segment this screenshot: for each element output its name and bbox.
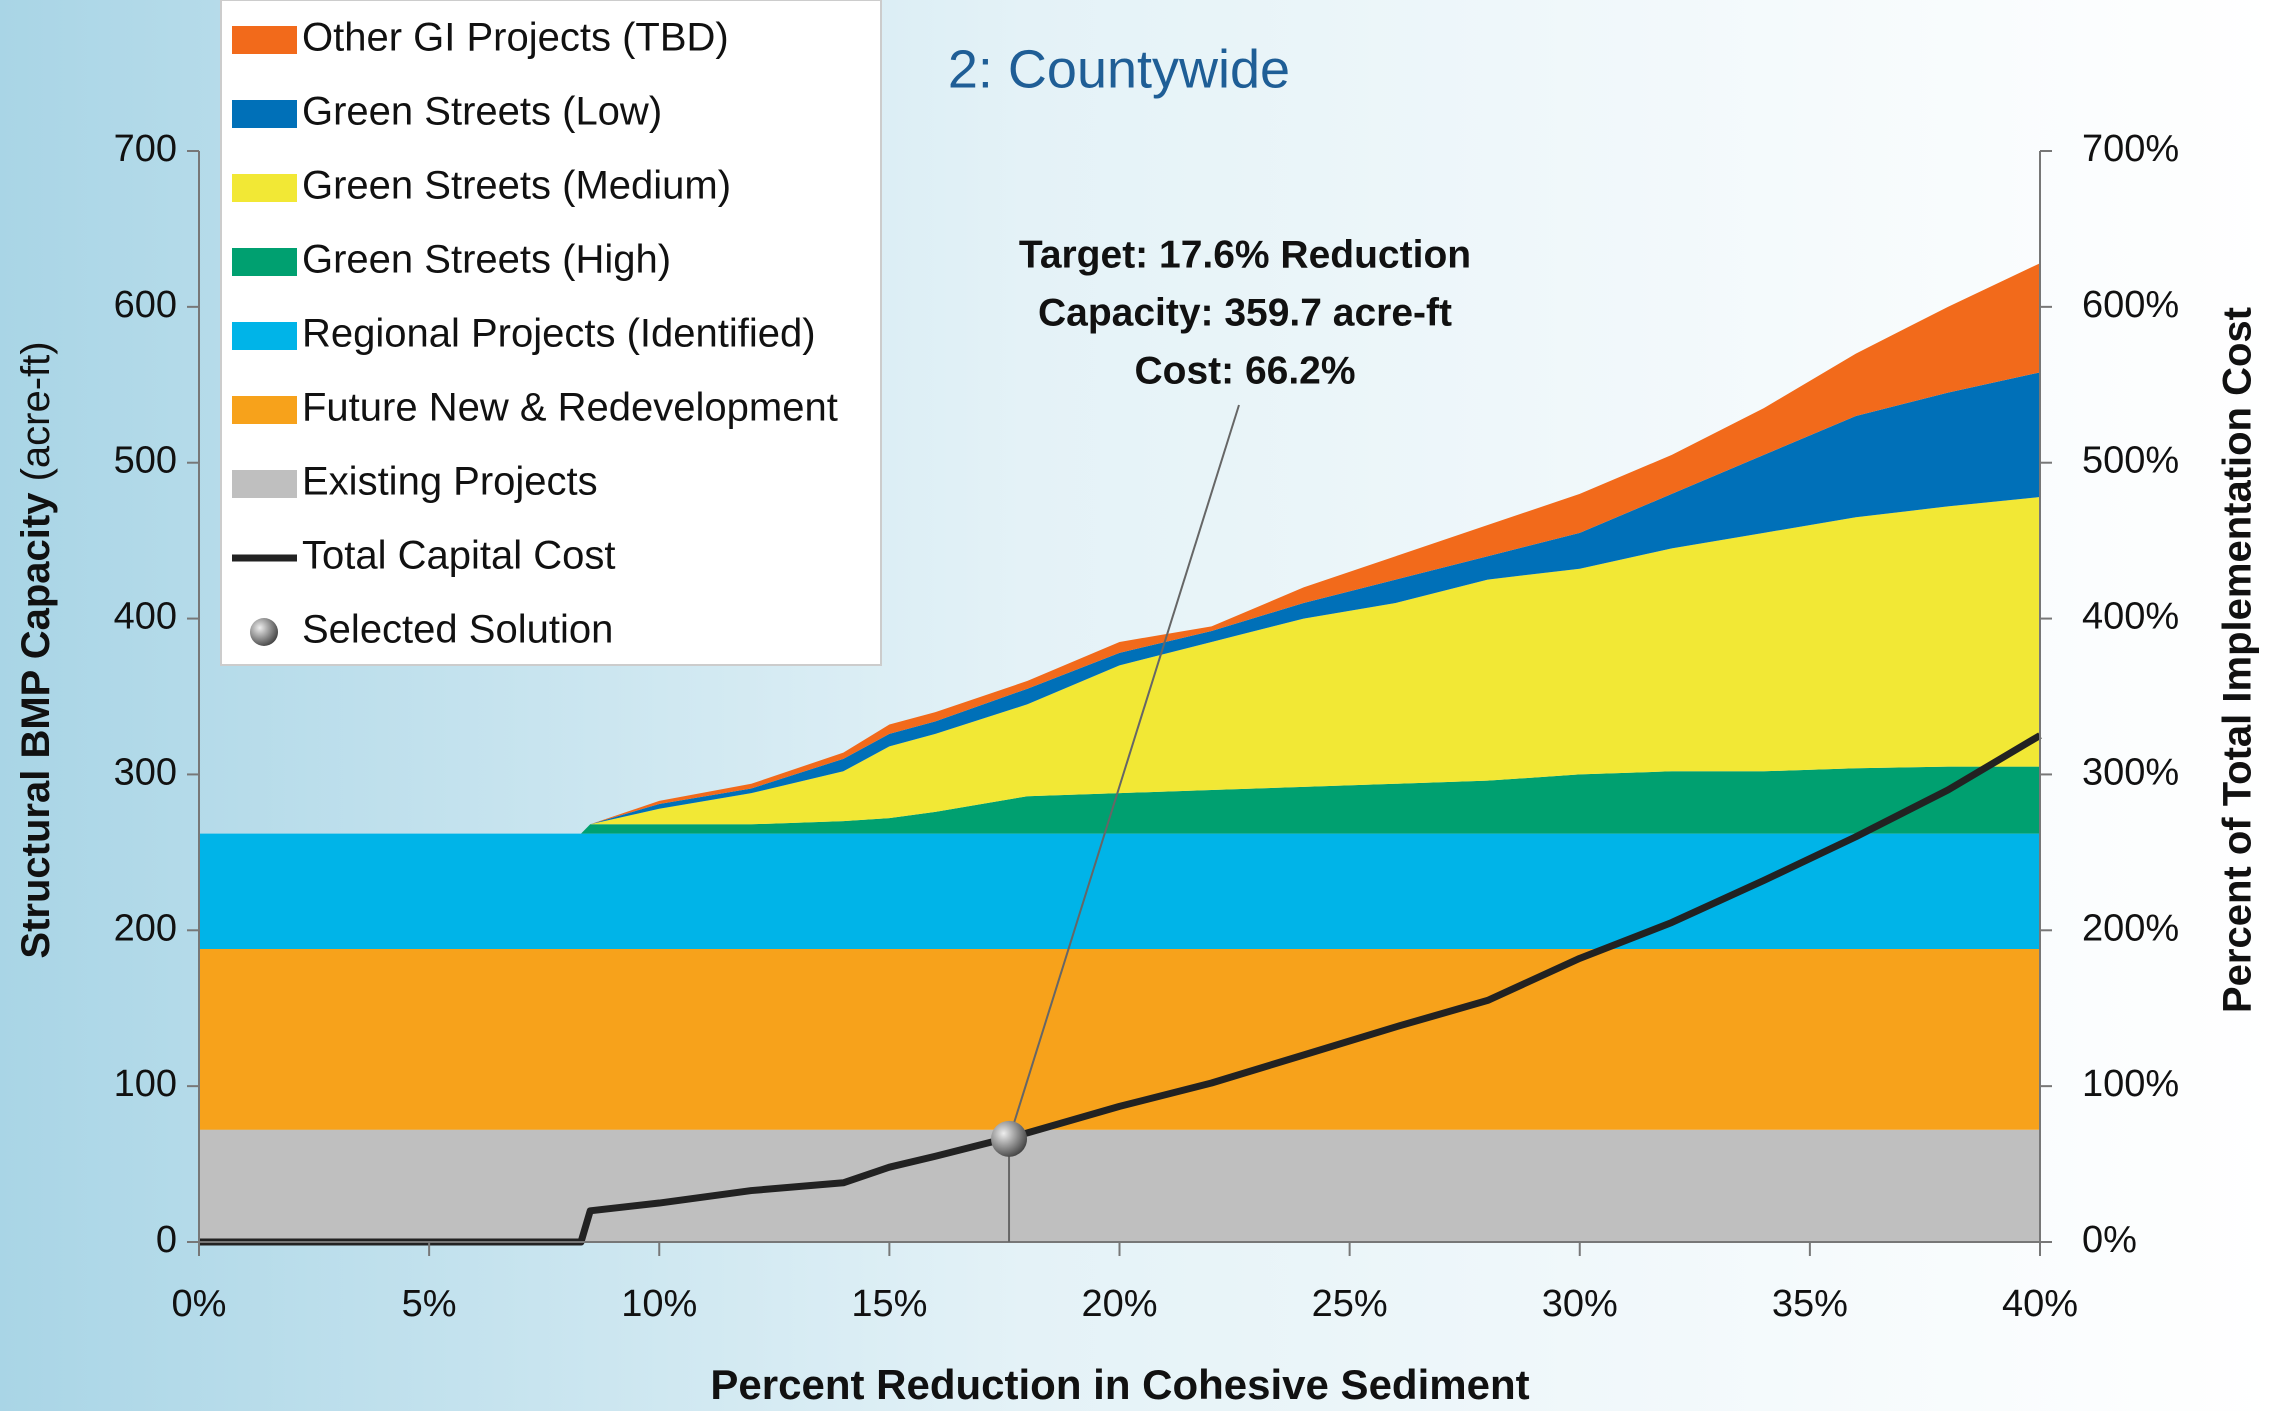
y-tick-label: 400 xyxy=(114,596,177,638)
legend-swatch xyxy=(232,322,297,350)
legend-swatch xyxy=(232,248,297,276)
legend-label: Green Streets (High) xyxy=(302,238,671,282)
x-axis-title: Percent Reduction in Cohesive Sediment xyxy=(710,1361,1529,1408)
legend-label: Total Capital Cost xyxy=(302,534,615,578)
y2-tick-label: 400% xyxy=(2082,596,2179,638)
area xyxy=(199,372,2040,834)
legend-label: Selected Solution xyxy=(302,608,613,652)
legend-swatch xyxy=(232,174,297,202)
x-tick-label: 35% xyxy=(1772,1283,1848,1325)
area xyxy=(199,1129,2040,1242)
selected-solution xyxy=(991,1120,1028,1157)
annotation: Target: 17.6% Reduction xyxy=(1019,233,1471,276)
annotation: Cost: 66.2% xyxy=(1134,349,1355,392)
y2-tick-label: 200% xyxy=(2082,907,2179,949)
y2-tick-label: 0% xyxy=(2082,1219,2137,1261)
y2-tick-label: 700% xyxy=(2082,128,2179,170)
y-axis-title-main: Structural BMP Capacity xyxy=(14,492,58,959)
x-tick-label: 10% xyxy=(621,1283,697,1325)
y2-tick-label: 300% xyxy=(2082,751,2179,793)
x-tick-label: 30% xyxy=(1542,1283,1618,1325)
annotation-leader xyxy=(1008,404,1240,1140)
legend-swatch xyxy=(232,470,297,498)
x-tick-label: 0% xyxy=(172,1283,227,1325)
legend-swatch xyxy=(232,396,297,424)
y-tick-label: 200 xyxy=(114,907,177,949)
y2-tick-label: 600% xyxy=(2082,284,2179,326)
y2-tick-label: 100% xyxy=(2082,1063,2179,1105)
y-tick-label: 300 xyxy=(114,751,177,793)
legend-swatch xyxy=(232,26,297,54)
y-tick-label: 500 xyxy=(114,440,177,482)
y-tick-label: 100 xyxy=(114,1063,177,1105)
legend-label: Other GI Projects (TBD) xyxy=(302,16,729,60)
legend-label: Regional Projects (Identified) xyxy=(302,312,816,356)
legend-swatch xyxy=(232,100,297,128)
area xyxy=(199,497,2040,834)
x-tick-label: 15% xyxy=(851,1283,927,1325)
y-axis-title-unit: (acre-ft) xyxy=(14,341,58,481)
x-tick-label: 20% xyxy=(1081,1283,1157,1325)
x-tick-label: 5% xyxy=(402,1283,457,1325)
y-tick-label: 600 xyxy=(114,284,177,326)
cost-line xyxy=(199,732,2042,1246)
chart-title: 2: Countywide xyxy=(948,39,1290,99)
y-axis-title: Structural BMP Capacity (acre-ft) xyxy=(14,341,58,958)
legend-label: Existing Projects xyxy=(302,460,598,504)
legend-box xyxy=(220,0,882,666)
legend-label: Future New & Redevelopment xyxy=(302,386,838,430)
legend-label: Green Streets (Medium) xyxy=(302,164,731,208)
area xyxy=(199,766,2040,834)
y-tick-label: 0 xyxy=(156,1219,177,1261)
y2-tick-label: 500% xyxy=(2082,440,2179,482)
legend-label: Green Streets (Low) xyxy=(302,90,662,134)
x-tick-label: 40% xyxy=(2002,1283,2078,1325)
x-tick-label: 25% xyxy=(1312,1283,1388,1325)
annotation: Capacity: 359.7 acre-ft xyxy=(1038,291,1452,334)
area xyxy=(199,833,2040,949)
y2-axis-title: Percent of Total Implementation Cost xyxy=(2216,307,2260,1013)
legend: Other GI Projects (TBD) Green Streets (Lo… xyxy=(220,0,882,666)
y-tick-label: 700 xyxy=(114,128,177,170)
legend-swatch xyxy=(250,618,278,646)
area xyxy=(199,948,2040,1130)
